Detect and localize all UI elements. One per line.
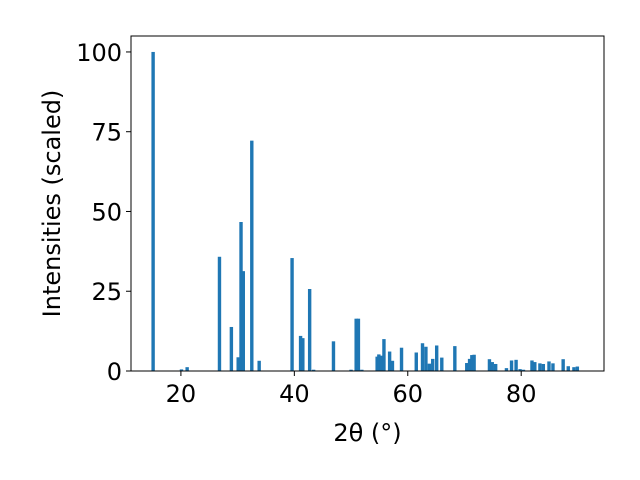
bar <box>301 338 305 371</box>
bar <box>217 256 222 371</box>
bar <box>387 351 392 371</box>
bars-group <box>151 51 580 371</box>
bar <box>504 368 509 371</box>
bar <box>427 363 432 371</box>
bar <box>575 366 580 371</box>
bar <box>239 222 243 371</box>
bar <box>179 369 184 371</box>
bar <box>420 343 425 371</box>
bar <box>307 289 312 371</box>
bar <box>518 369 522 371</box>
bar <box>377 354 381 371</box>
x-axis-ticks: 20 40 60 80 <box>166 371 537 408</box>
bar <box>434 345 439 371</box>
bar <box>465 363 469 371</box>
bar <box>331 341 336 371</box>
x-tick-label: 80 <box>506 380 537 408</box>
bar <box>470 355 474 371</box>
x-tick-label: 40 <box>279 380 310 408</box>
bar <box>298 335 303 371</box>
bar <box>467 358 472 371</box>
bar <box>541 363 546 371</box>
bar <box>151 51 155 371</box>
bar <box>360 369 364 371</box>
bar <box>229 326 234 371</box>
bar <box>547 361 551 371</box>
bar <box>354 318 358 371</box>
y-tick-label: 100 <box>76 39 122 67</box>
bar <box>424 346 428 371</box>
y-tick-label: 25 <box>91 278 122 306</box>
bar <box>490 362 494 371</box>
bar <box>241 271 245 371</box>
bar <box>390 360 395 371</box>
y-tick-label: 0 <box>107 358 122 386</box>
bar <box>551 363 555 371</box>
bar <box>382 339 386 371</box>
bar <box>440 357 444 371</box>
bar <box>431 358 435 371</box>
bar <box>356 318 361 371</box>
bar <box>290 258 294 371</box>
bar <box>236 357 240 371</box>
bar <box>538 363 542 371</box>
bar <box>561 359 565 371</box>
bar <box>453 346 457 371</box>
bar <box>514 359 518 371</box>
bar <box>493 363 498 371</box>
y-tick-label: 75 <box>91 119 122 147</box>
bar <box>521 369 526 371</box>
bar <box>399 347 404 371</box>
bar <box>414 352 418 371</box>
plot-frame <box>130 35 605 372</box>
y-axis-label: Intensities (scaled) <box>38 90 66 318</box>
bar <box>185 367 189 371</box>
bar <box>349 369 353 371</box>
y-axis-ticks: 0 25 50 75 100 <box>76 39 131 386</box>
x-axis-label: 2θ (°) <box>333 419 401 447</box>
bar <box>572 367 576 371</box>
bar <box>250 140 254 371</box>
bar <box>509 360 514 371</box>
x-tick-label: 60 <box>392 380 423 408</box>
bar <box>311 369 316 371</box>
y-tick-label: 50 <box>91 198 122 226</box>
bar <box>566 366 570 371</box>
bar <box>530 360 534 371</box>
bar <box>379 355 383 371</box>
bar <box>257 360 261 371</box>
bar <box>472 354 476 371</box>
bar <box>533 362 537 371</box>
bar <box>487 359 492 371</box>
x-tick-label: 20 <box>166 380 197 408</box>
